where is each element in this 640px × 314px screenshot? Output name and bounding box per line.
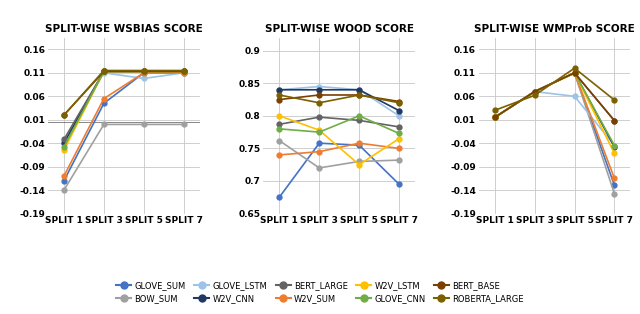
Legend: GLOVE_SUM, BOW_SUM, GLOVE_LSTM, W2V_CNN, BERT_LARGE, W2V_SUM, W2V_LSTM, GLOVE_CN: GLOVE_SUM, BOW_SUM, GLOVE_LSTM, W2V_CNN,… xyxy=(113,278,527,307)
Title: SPLIT-WISE WSBIAS SCORE: SPLIT-WISE WSBIAS SCORE xyxy=(45,24,203,34)
Title: SPLIT-WISE WMProb SCORE: SPLIT-WISE WMProb SCORE xyxy=(474,24,635,34)
Title: SPLIT-WISE WOOD SCORE: SPLIT-WISE WOOD SCORE xyxy=(265,24,413,34)
